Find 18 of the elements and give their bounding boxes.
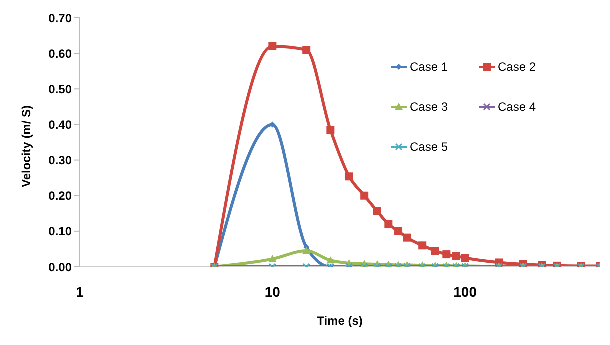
y-axis-title: Velocity (m/ S): [19, 105, 34, 188]
x-axis-title: Time (s): [317, 314, 363, 328]
y-tick-label: 0.50: [48, 82, 72, 96]
legend-label: Case 3: [410, 100, 448, 114]
y-tick-label: 0.40: [48, 118, 72, 132]
legend-label: Case 1: [410, 60, 448, 74]
y-tick-label: 0.30: [48, 154, 72, 168]
y-tick-label: 0.70: [48, 11, 72, 26]
legend-label: Case 2: [498, 60, 536, 74]
x-tick-label: 10: [264, 284, 281, 300]
y-tick-label: 0.10: [48, 224, 72, 239]
x-tick-label: 100: [454, 284, 478, 300]
legend-label: Case 4: [498, 100, 536, 114]
y-tick-label: 0.60: [48, 46, 72, 61]
y-tick-label: 0.20: [48, 189, 72, 204]
legend-label: Case 5: [410, 140, 448, 154]
x-tick-label: 1: [76, 284, 84, 300]
y-tick-label: 0.00: [48, 260, 72, 274]
